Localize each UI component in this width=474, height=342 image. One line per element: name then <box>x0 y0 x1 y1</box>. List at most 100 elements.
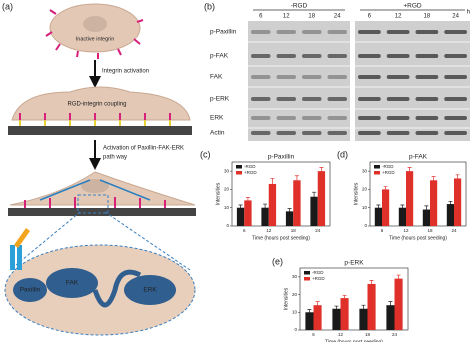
x-axis-label: Time (hours post seeding) <box>325 339 383 342</box>
bar <box>367 283 376 330</box>
error-bar <box>307 309 312 316</box>
legend-swatch <box>304 271 310 275</box>
error-bar <box>319 167 324 176</box>
bar <box>446 204 454 226</box>
band <box>415 116 439 120</box>
x-tick-label: 6 <box>312 332 315 337</box>
legend-label: -RGD <box>312 270 324 275</box>
error-bar <box>369 280 374 288</box>
band <box>276 116 296 120</box>
row-label: p-Paxillin <box>210 29 237 36</box>
blot: -RGD 6 12 18 24 +RGD 6 12 18 24 h p-Paxillin p-FAK FA… <box>210 3 470 144</box>
error-bar <box>270 178 275 190</box>
y-tick-label: 0 <box>294 327 297 332</box>
band <box>415 54 439 58</box>
error-bar <box>238 204 243 211</box>
bar <box>359 308 368 330</box>
band <box>358 116 381 120</box>
legend-label: +RGD <box>244 170 257 175</box>
band <box>386 30 410 34</box>
band <box>302 116 322 120</box>
x-tick-label: 24 <box>315 228 321 233</box>
integrins <box>24 197 166 208</box>
node-label: ERK <box>143 287 157 294</box>
bar <box>430 180 438 226</box>
step-label: Integrin activation <box>102 69 149 75</box>
band <box>251 54 271 58</box>
panel-label: (d) <box>337 149 348 159</box>
error-bar <box>424 205 429 214</box>
time-label: 18 <box>424 14 431 20</box>
x-tick-label: 12 <box>266 228 272 233</box>
blot-panel <box>248 21 350 141</box>
bar <box>406 171 414 226</box>
node-label: FAK <box>66 280 79 287</box>
band <box>327 131 347 135</box>
x-tick-label: 12 <box>403 228 409 233</box>
y-tick-label: 30 <box>362 168 368 173</box>
bar <box>374 207 382 226</box>
plot-frame <box>369 161 467 227</box>
zoom-cell <box>4 244 196 336</box>
band <box>415 131 439 135</box>
error-bar <box>431 176 436 185</box>
arrow <box>92 269 142 308</box>
band <box>386 131 410 135</box>
bar <box>382 189 390 226</box>
band <box>444 131 467 135</box>
band <box>302 131 322 135</box>
band <box>276 131 296 135</box>
plot-frame <box>299 267 409 331</box>
y-tick-label: 10 <box>224 205 230 210</box>
time-label: 24 <box>334 14 341 20</box>
integrin <box>10 245 15 270</box>
bar <box>332 308 341 330</box>
panel-label: (b) <box>204 1 215 11</box>
step-label: path way <box>103 155 127 161</box>
y-tick-label: 0 <box>364 223 367 228</box>
step-label: Activation of Paxillin-FAK-ERK <box>103 146 184 152</box>
band <box>415 75 439 79</box>
error-bar <box>376 204 381 211</box>
band <box>327 75 347 79</box>
time-label: 12 <box>283 14 290 20</box>
ligand <box>14 228 30 248</box>
x-tick-label: 24 <box>451 228 457 233</box>
error-bar <box>315 301 320 310</box>
bar <box>236 207 245 226</box>
band <box>358 131 381 135</box>
time-label: 6 <box>259 14 263 20</box>
band <box>302 30 322 34</box>
band <box>327 116 347 120</box>
y-tick-label: 20 <box>362 187 368 192</box>
legend-swatch <box>374 171 380 175</box>
x-tick-label: 18 <box>427 228 433 233</box>
band <box>251 75 271 79</box>
row-label: FAK <box>210 74 223 81</box>
bar <box>340 298 349 330</box>
row-label: Actin <box>210 130 225 137</box>
time-label: 12 <box>395 14 402 20</box>
bar <box>398 207 406 226</box>
x-axis-label: Time (hours post seeding) <box>252 235 310 241</box>
y-tick-label: 10 <box>362 205 368 210</box>
band <box>251 131 271 135</box>
chart-title: p-Paxillin <box>268 154 295 161</box>
x-tick-label: 18 <box>291 228 297 233</box>
error-bar <box>455 174 460 183</box>
bar <box>317 171 326 226</box>
chart-title: p-FAK <box>409 154 428 161</box>
y-tick-label: 20 <box>224 187 230 192</box>
bar <box>386 305 395 330</box>
y-tick-label: 30 <box>292 274 298 279</box>
y-tick-label: 30 <box>224 168 230 173</box>
y-tick-label: 20 <box>292 292 298 297</box>
error-bar <box>294 175 299 186</box>
band <box>276 75 296 79</box>
legend-label: -RGD <box>382 164 394 169</box>
band <box>358 54 381 58</box>
integrins <box>19 113 171 120</box>
band <box>444 116 467 120</box>
band <box>276 54 296 58</box>
